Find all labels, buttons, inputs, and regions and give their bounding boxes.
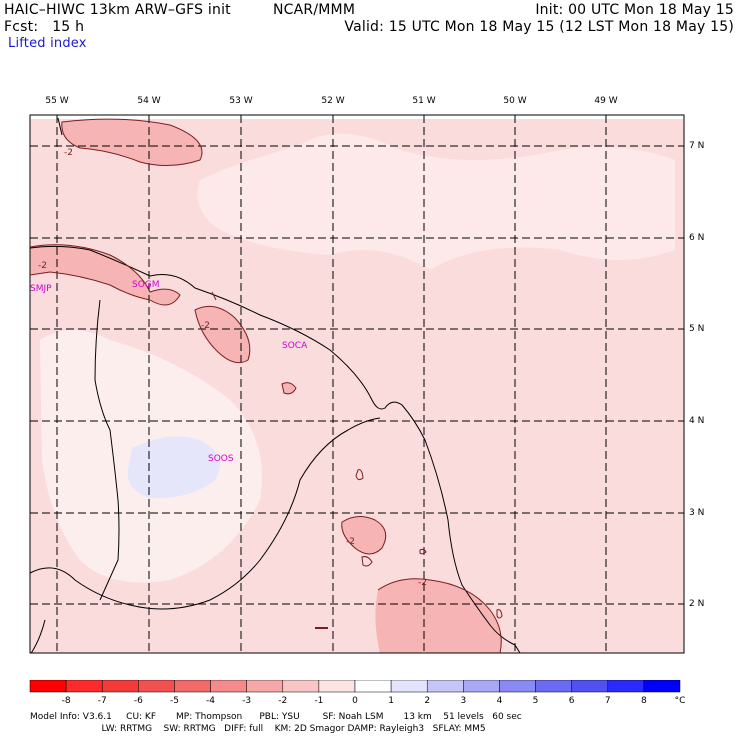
lat-label-5n: 5 N (689, 324, 705, 334)
colorbar-tick-label: 1 (388, 696, 394, 706)
lon-label-53w: 53 W (229, 96, 253, 106)
border-small-west (30, 619, 46, 653)
colorbar-swatch (354, 680, 392, 693)
contour-small-7 (211, 291, 217, 301)
lon-label-52w: 52 W (321, 96, 345, 106)
contour-coast (29, 244, 181, 306)
colorbar-tick-label: -3 (242, 696, 252, 706)
colorbar-swatch (463, 680, 500, 693)
contour-small-4 (496, 609, 503, 619)
colorbar-tick-label: 7 (604, 696, 611, 706)
model-title: HAIC–HIWC 13km ARW–GFS init (4, 2, 231, 18)
colorbar-tick-label: -7 (97, 696, 107, 706)
contour-blob (194, 305, 251, 364)
colorbar-tick-label: -4 (206, 696, 216, 706)
lon-label-51w: 51 W (412, 96, 436, 106)
coastline (30, 245, 521, 653)
lat-label-7n: 7 N (689, 141, 705, 151)
colorbar-tick-label: -5 (169, 696, 179, 706)
colorbar-tick-label: 6 (568, 696, 575, 706)
lon-label-50w: 50 W (503, 96, 527, 106)
field-mid-pink-small (282, 382, 296, 394)
colorbar-swatch (29, 680, 67, 693)
init-time: Init: 00 UTC Mon 18 May 15 (535, 2, 734, 18)
colorbar-swatch (246, 680, 284, 693)
colorbar (29, 680, 681, 693)
footer-line-1: Model Info: V3.6.1 CU: KF MP: Thompson P… (30, 712, 522, 722)
contour-label: -2 (201, 321, 210, 331)
contour-small-5 (419, 548, 427, 555)
field-mid-pink-nw (61, 119, 203, 166)
station-soos: SOOS (208, 454, 234, 464)
field-mid-pink-coast (30, 244, 180, 305)
station-smjp: SMJP (30, 284, 52, 294)
contour-small-2 (355, 469, 364, 481)
lat-label-2n: 2 N (689, 599, 705, 609)
colorbar-swatch (65, 680, 103, 693)
contour-south (341, 516, 387, 555)
contour-small-1 (281, 382, 297, 395)
colorbar-swatch (210, 680, 247, 693)
field-white-area (197, 133, 675, 270)
contour-nw (61, 118, 203, 166)
colorbar-tick-label: -2 (278, 696, 288, 706)
contour-small-3 (361, 556, 373, 567)
colorbar-swatch (643, 680, 681, 693)
field-white-margin (30, 115, 684, 119)
colorbar-swatch (535, 680, 572, 693)
lon-label-54w: 54 W (137, 96, 161, 106)
colorbar-swatch (101, 680, 139, 693)
colorbar-swatch (138, 680, 175, 693)
colorbar-tick-label: -1 (314, 696, 324, 706)
contour-se (377, 578, 502, 654)
lon-label-49w: 49 W (594, 96, 618, 106)
contour-label: -2 (418, 578, 427, 588)
colorbar-swatch (318, 680, 356, 693)
colorbar-swatch (426, 680, 464, 693)
station-soca: SOCA (282, 341, 308, 351)
colorbar-tick-label: -8 (61, 696, 71, 706)
contour-label: -2 (64, 148, 73, 158)
colorbar-tick-label: 0 (352, 696, 358, 706)
colorbar-swatch (607, 680, 645, 693)
colorbar-unit: °C (674, 696, 686, 706)
border-nw-inlet (57, 117, 63, 136)
colorbar-tick-label: 4 (496, 696, 503, 706)
field-name: Lifted index (8, 36, 87, 51)
colorbar-swatch (499, 680, 536, 693)
map-frame (29, 114, 685, 654)
field-pale-blue (127, 436, 220, 499)
lat-label-3n: 3 N (689, 508, 705, 518)
field-mid-pink-south (341, 516, 386, 554)
colorbar-swatch (282, 680, 320, 693)
contour-label: -2 (346, 537, 355, 547)
colorbar-tick-label: 5 (532, 696, 539, 706)
colorbar-tick-label: -6 (133, 696, 143, 706)
station-sogm: SOGM (132, 280, 160, 290)
border-suriname-guiana (30, 417, 381, 610)
lat-label-4n: 4 N (689, 416, 705, 426)
colorbar-tick-label: 2 (424, 696, 431, 706)
border-west (94, 299, 120, 601)
footer-line-2: LW: RRTMG SW: RRTMG DIFF: full KM: 2D Sm… (30, 724, 486, 734)
colorbar-tick-label: 3 (460, 696, 467, 706)
field-mid-pink-blob (195, 306, 250, 363)
valid-time: Valid: 15 UTC Mon 18 May 15 (12 LST Mon … (344, 19, 734, 35)
colorbar-swatch (174, 680, 211, 693)
lat-label-6n: 6 N (689, 233, 705, 243)
colorbar-swatch (571, 680, 609, 693)
colorbar-tick-label: 8 (641, 696, 647, 706)
colorbar-swatch (390, 680, 428, 693)
forecast-hour: Fcst: 15 h (4, 19, 85, 35)
lon-label-55w: 55 W (45, 96, 69, 106)
contour-label: -2 (38, 261, 47, 271)
org-label: NCAR/MMM (273, 2, 356, 18)
